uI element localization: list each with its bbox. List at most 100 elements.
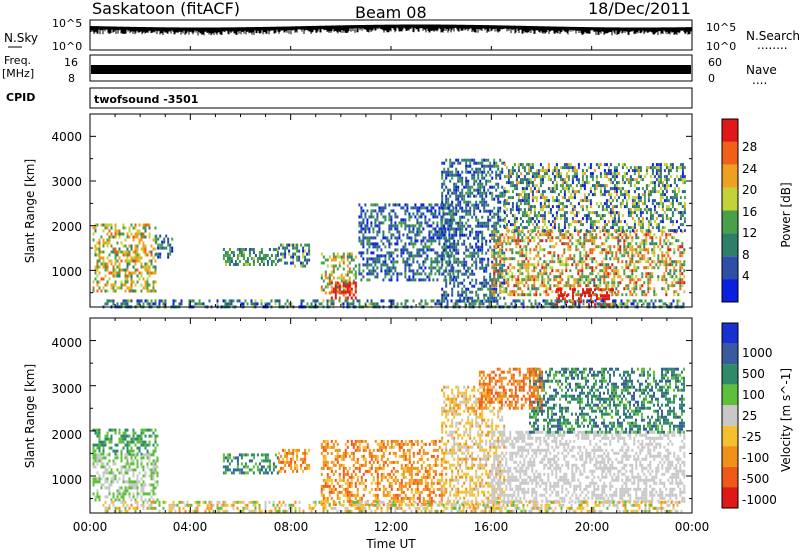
heatmap-cell bbox=[487, 222, 489, 225]
heatmap-cell bbox=[159, 299, 161, 302]
heatmap-cell bbox=[441, 297, 443, 300]
heatmap-cell bbox=[602, 193, 604, 196]
heatmap-cell bbox=[652, 226, 654, 229]
heatmap-cell bbox=[467, 237, 469, 240]
heatmap-cell bbox=[451, 294, 453, 297]
heatmap-cell bbox=[593, 278, 595, 281]
heatmap-cell bbox=[402, 260, 404, 263]
heatmap-cell bbox=[145, 281, 147, 284]
heatmap-cell bbox=[410, 251, 412, 254]
heatmap-cell bbox=[540, 178, 542, 181]
heatmap-cell bbox=[485, 183, 487, 186]
heatmap-cell bbox=[459, 234, 461, 237]
heatmap-cell bbox=[566, 163, 568, 166]
heatmap-cell bbox=[129, 299, 131, 302]
heatmap-cell bbox=[485, 243, 487, 246]
heatmap-cell bbox=[455, 231, 457, 234]
heatmap-cell bbox=[621, 254, 623, 257]
heatmap-cell bbox=[652, 190, 654, 193]
heatmap-cell bbox=[632, 226, 634, 229]
heatmap-cell bbox=[489, 294, 491, 297]
heatmap-cell bbox=[647, 284, 649, 287]
heatmap-cell bbox=[463, 240, 465, 243]
heatmap-cell bbox=[117, 272, 119, 275]
heatmap-cell bbox=[646, 205, 648, 208]
heatmap-cell bbox=[432, 266, 434, 269]
heatmap-cell bbox=[659, 263, 661, 266]
heatmap-cell bbox=[499, 272, 501, 275]
heatmap-cell bbox=[331, 297, 333, 300]
heatmap-cell bbox=[658, 163, 660, 166]
heatmap-cell bbox=[530, 190, 532, 193]
heatmap-cell bbox=[543, 284, 545, 287]
heatmap-cell bbox=[646, 217, 648, 220]
heatmap-cell bbox=[153, 287, 155, 290]
heatmap-cell bbox=[418, 248, 420, 251]
heatmap-cell bbox=[457, 204, 459, 207]
heatmap-cell bbox=[605, 239, 607, 242]
heatmap-cell bbox=[479, 258, 481, 261]
heatmap-cell bbox=[568, 196, 570, 199]
heatmap-cell bbox=[487, 264, 489, 267]
heatmap-cell bbox=[426, 248, 428, 251]
heatmap-cell bbox=[635, 269, 637, 272]
heatmap-cell bbox=[650, 166, 652, 169]
heatmap-cell bbox=[414, 278, 416, 281]
heatmap-cell bbox=[447, 252, 449, 255]
heatmap-cell bbox=[493, 257, 495, 260]
heatmap-cell bbox=[301, 302, 303, 305]
heatmap-cell bbox=[530, 208, 532, 211]
heatmap-cell bbox=[457, 177, 459, 180]
heatmap-cell bbox=[418, 227, 420, 230]
heatmap-cell bbox=[121, 287, 123, 290]
heatmap-cell bbox=[681, 254, 683, 257]
heatmap-cell bbox=[149, 269, 151, 272]
heatmap-cell bbox=[105, 284, 107, 287]
heatmap-cell bbox=[609, 248, 611, 251]
heatmap-cell bbox=[105, 224, 107, 227]
heatmap-cell bbox=[602, 214, 604, 217]
heatmap-cell bbox=[650, 211, 652, 214]
heatmap-cell bbox=[414, 203, 416, 206]
heatmap-cell bbox=[434, 230, 436, 233]
heatmap-cell bbox=[483, 225, 485, 228]
heatmap-cell bbox=[362, 227, 364, 230]
heatmap-cell bbox=[261, 248, 263, 251]
heatmap-cell bbox=[292, 259, 294, 262]
heatmap-cell bbox=[639, 251, 641, 254]
heatmap-cell bbox=[372, 215, 374, 218]
heatmap-cell bbox=[475, 225, 477, 228]
heatmap-cell bbox=[351, 288, 353, 291]
heatmap-cell bbox=[616, 181, 618, 184]
heatmap-cell bbox=[123, 269, 125, 272]
heatmap-cell bbox=[622, 226, 624, 229]
heatmap-cell bbox=[434, 239, 436, 242]
heatmap-cell bbox=[602, 217, 604, 220]
heatmap-cell bbox=[682, 205, 684, 208]
heatmap-cell bbox=[614, 190, 616, 193]
heatmap-cell bbox=[640, 196, 642, 199]
heatmap-cell bbox=[378, 260, 380, 263]
heatmap-cell bbox=[404, 224, 406, 227]
heatmap-cell bbox=[606, 223, 608, 226]
heatmap-cell bbox=[537, 287, 539, 290]
heatmap-cell bbox=[443, 279, 445, 282]
heatmap-cell bbox=[552, 226, 554, 229]
heatmap-cell bbox=[141, 263, 143, 266]
heatmap-cell bbox=[552, 172, 554, 175]
heatmap-cell bbox=[368, 269, 370, 272]
heatmap-cell bbox=[650, 193, 652, 196]
heatmap-cell bbox=[465, 171, 467, 174]
heatmap-cell bbox=[547, 281, 549, 284]
heatmap-cell bbox=[163, 302, 165, 305]
heatmap-cell bbox=[457, 180, 459, 183]
heatmap-cell bbox=[491, 171, 493, 174]
heatmap-cell bbox=[497, 294, 499, 297]
heatmap-cell bbox=[557, 260, 559, 263]
heatmap-cell bbox=[503, 297, 505, 300]
heatmap-cell bbox=[424, 242, 426, 245]
heatmap-cell bbox=[663, 275, 665, 278]
heatmap-cell bbox=[572, 217, 574, 220]
heatmap-cell bbox=[141, 236, 143, 239]
heatmap-cell bbox=[627, 275, 629, 278]
